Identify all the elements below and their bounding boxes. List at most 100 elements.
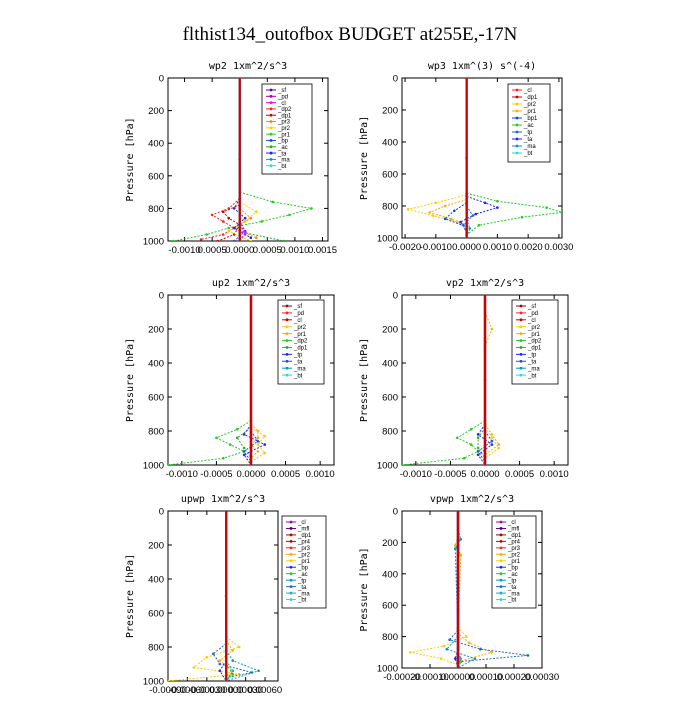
chart-5-legend-marker-9	[499, 578, 503, 582]
chart-4-point-1-1	[231, 649, 234, 652]
chart-5-legend-label-3: _pr4	[507, 540, 521, 546]
chart-5-point-0-4	[439, 657, 443, 660]
chart-3-point-0-2	[456, 436, 459, 440]
chart-1-ytick-label-5: 1000	[377, 234, 398, 245]
chart-2-legend-label-8: _ta	[293, 359, 303, 365]
chart-1-point-2-1	[443, 204, 447, 208]
chart-0-legend-label-12: _bt	[277, 164, 287, 170]
chart-0-legend-label-11: _ma	[277, 158, 290, 164]
chart-0-legend-label-8: _bp	[277, 139, 289, 145]
chart-1-xtick-label-2: 0.0000	[452, 242, 481, 253]
chart-0-legend-marker-6	[269, 126, 273, 130]
chart-5-point-3-4	[445, 647, 449, 651]
chart-0-xtick-label-0: -0.0010	[168, 245, 200, 256]
chart-3-title: vp2 1xm^2/s^3	[446, 278, 524, 289]
chart-2-ytick-label-2: 400	[148, 359, 164, 370]
chart-0-legend-label-2: _cl	[277, 101, 286, 107]
chart-2-xtick-label-0: -0.0010	[166, 469, 198, 480]
chart-2-legend-marker-3	[285, 325, 289, 329]
chart-5-legend-marker-11	[499, 591, 503, 595]
chart-2-legend-marker-4	[285, 332, 289, 336]
chart-5-legend-marker-2	[499, 533, 503, 537]
chart-1-legend-label-0: _cl	[523, 88, 532, 94]
chart-0-point-2-2	[227, 216, 230, 220]
chart-0-point-0-7	[172, 239, 175, 241]
chart-1-xtick-label-1: -0.0010	[420, 242, 452, 253]
chart-2-point-4-4	[256, 450, 260, 453]
chart-1-point-3-2	[496, 206, 499, 209]
chart-5-ylabel: Pressure [hPa]	[359, 547, 370, 631]
chart-0-xtick-label-4: 0.0010	[280, 245, 309, 256]
chart-0-legend-marker-10	[269, 151, 273, 155]
chart-5-legend-label-9: _tp	[507, 578, 517, 584]
chart-1-series-4	[444, 202, 467, 228]
chart-1-point-4-2	[443, 217, 447, 221]
chart-0-legend-label-1: _pd	[277, 95, 288, 101]
chart-1-xtick-label-5: 0.0030	[544, 242, 573, 253]
chart-4-legend-marker-12	[289, 598, 293, 601]
chart-4-point-4-1	[231, 672, 234, 676]
chart-2-legend-label-9: _ma	[293, 366, 306, 372]
chart-0-point-3-1	[254, 210, 258, 213]
chart-3-xtick-label-2: 0.0000	[470, 469, 499, 480]
chart-4-ylabel: Pressure [hPa]	[125, 554, 136, 638]
chart-5-legend-marker-5	[499, 552, 503, 556]
chart-5-point-2-2	[479, 647, 482, 651]
chart-5-legend-label-12: _bt	[507, 598, 517, 604]
chart-5-legend-label-7: _bp	[507, 565, 519, 571]
chart-1-frame	[401, 77, 563, 239]
chart-3-legend-label-2: _cl	[527, 318, 536, 324]
chart-5-ytick-label-4: 800	[382, 632, 398, 643]
chart-0-ytick-label-4: 800	[148, 204, 164, 215]
chart-4-legend-marker-8	[289, 572, 293, 576]
chart-2-legend-label-0: _sf	[293, 304, 302, 310]
chart-3-point-1-2	[476, 446, 480, 450]
chart-2-legend-label-3: _pr2	[293, 325, 307, 331]
chart-4-legend-marker-5	[289, 552, 293, 556]
chart-1-point-5-2	[462, 223, 465, 227]
chart-2-point-4-2	[256, 436, 260, 440]
chart-5-xtick-label-2: 0.00000	[441, 672, 475, 683]
chart-5-point-3-5	[473, 657, 477, 660]
chart-1-point-0-5	[477, 223, 481, 227]
chart-3-series-5	[484, 427, 500, 459]
chart-1-point-3-4	[459, 220, 462, 224]
chart-5-legend-label-5: _pr2	[507, 553, 521, 559]
chart-4-legend-label-9: _tp	[297, 578, 307, 584]
chart-1-point-0-4	[520, 215, 524, 219]
chart-3-ytick-label-2: 400	[382, 359, 398, 370]
chart-1-title: wp3 1xm^(3) s^(-4)	[428, 61, 536, 72]
chart-4-ytick-label-3: 600	[148, 609, 164, 620]
chart-3-legend-label-6: _dp1	[527, 346, 542, 352]
chart-5-point-1-5	[490, 651, 493, 654]
chart-3-ylabel: Pressure [hPa]	[359, 338, 370, 422]
chart-1-point-0-3	[560, 211, 562, 214]
chart-4-ytick-label-5: 1000	[143, 677, 164, 688]
chart-0-legend-label-4: _dp1	[277, 113, 292, 119]
chart-0: wp2 1xm^2/s^3 Pressure [hPa] 0 200 400 600 800…	[125, 61, 337, 256]
chart-0-legend-label-6: _pr2	[277, 126, 291, 132]
chart-1-legend-marker-8	[515, 144, 519, 148]
chart-0-point-0-5	[227, 226, 230, 230]
chart-2-xtick-label-4: 0.0010	[306, 469, 335, 480]
chart-0-point-2-1	[221, 210, 225, 213]
chart-1-legend-label-2: _pr2	[523, 102, 537, 108]
chart-4-legend-marker-1	[289, 527, 293, 530]
chart-0-legend-marker-0	[269, 88, 273, 92]
chart-1-point-8-1	[468, 227, 472, 230]
chart-3-xtick-label-3: 0.0005	[505, 469, 534, 480]
chart-3-legend-marker-0	[519, 304, 523, 308]
chart-3-legend-label-4: _pr1	[527, 332, 541, 338]
chart-1-legend-label-3: _pr1	[523, 109, 537, 115]
chart-2-point-3-2	[242, 450, 246, 453]
chart-4-legend-marker-10	[289, 585, 293, 589]
chart-0-point-0-3	[288, 213, 291, 217]
chart-1-point-0-2	[545, 206, 548, 209]
chart-0-point-5-2	[282, 239, 286, 241]
chart-0-point-4-1	[249, 216, 253, 220]
chart-4-ytick-label-0: 0	[159, 507, 164, 518]
chart-5-legend-marker-10	[499, 585, 503, 589]
chart-2-ylabel: Pressure [hPa]	[125, 338, 136, 422]
chart-0-point-9-1	[243, 231, 247, 235]
chart-2-ytick-label-0: 0	[159, 291, 164, 302]
